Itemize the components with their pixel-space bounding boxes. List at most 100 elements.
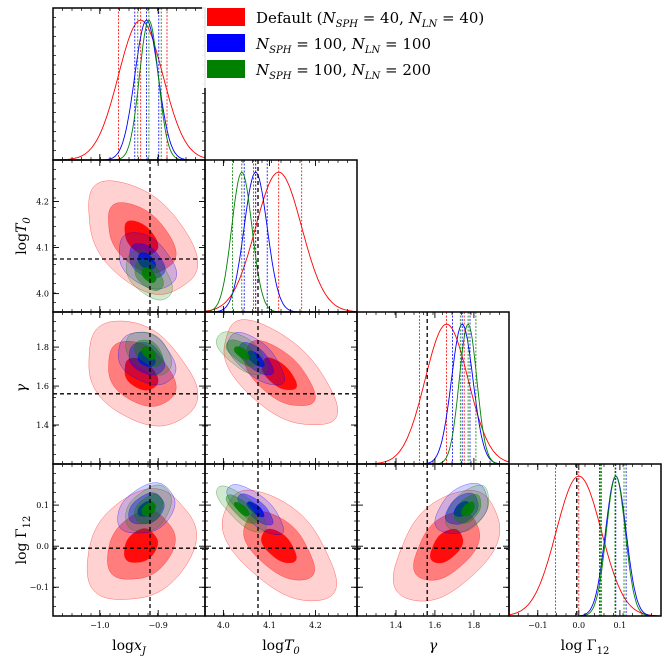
ytick-label-gamma: 1.6 (36, 382, 49, 391)
xtick-label-gamma: 1.6 (429, 621, 442, 630)
tick-layer: 4.0 4.1 4.2 1.4 1.6 1.8 −1.0 −0.9 −0.1 0.0 0.1 4.0 4… (30, 8, 652, 630)
label-text: log (262, 638, 284, 654)
legend-sym: N (351, 61, 366, 79)
legend-sym: N (351, 35, 366, 53)
ylabel-logT0: logT0 (14, 217, 33, 255)
contour-N_SPH=100, N_LN=200-level-3 (460, 501, 475, 517)
marginal-curve-Default (205, 171, 357, 312)
legend-val: = 100 (291, 35, 342, 53)
legend-box (202, 4, 506, 88)
contour-panel-logxJ-gamma (88, 320, 199, 427)
legend-swatch-N_SPH=100, N_LN=100 (207, 34, 245, 52)
contour-N_SPH=100, N_LN=200-level-3 (233, 346, 250, 360)
legend-sym: N (408, 9, 423, 27)
marginal-panel-logxJ (53, 8, 205, 160)
xtick-label-logT0: 4.2 (309, 621, 322, 630)
ytick-label-logT0: 4.1 (36, 244, 49, 253)
contour-Default-level-3 (430, 528, 464, 564)
marginal-curve-N_SPH=100, N_LN=100 (205, 171, 357, 312)
xtick-label-gamma: 1.8 (468, 621, 481, 630)
legend-val: = 40 (358, 9, 399, 27)
label-text: log (112, 638, 134, 654)
marginal-curve-N_SPH=100, N_LN=200 (205, 171, 357, 312)
panel-frame-2-2 (356, 311, 510, 465)
contour-N_SPH=100, N_LN=200-level-3 (141, 346, 157, 360)
marginal-curve-Default (53, 19, 205, 160)
legend-sep: , (342, 61, 352, 79)
marginal-curve-N_SPH=100, N_LN=200 (53, 19, 205, 160)
ytick-label-gamma: 1.4 (36, 421, 49, 430)
legend-sub: SPH (269, 71, 292, 82)
ylabel-gamma: γ (14, 383, 30, 392)
xlabel-logT0: logT0 (262, 638, 300, 657)
label-subscript: 12 (22, 516, 33, 529)
contour-panel-logT0-gamma (216, 319, 339, 425)
contour-panel-logxJ-logGamma12 (86, 482, 197, 600)
legend: Default (NSPH = 40, NLN = 40)NSPH = 100,… (202, 4, 506, 88)
label-text: log Γ (561, 638, 597, 654)
label-subscript: 12 (597, 646, 610, 657)
xlabel-gamma: γ (429, 638, 438, 654)
panel-frame-1-1 (204, 159, 358, 313)
label-symbol: T (284, 638, 295, 654)
marginal-curve-N_SPH=100, N_LN=100 (509, 475, 661, 616)
xtick-label-logGamma12: −0.1 (528, 621, 547, 630)
legend-val: = 100 (380, 35, 431, 53)
legend-label-N_SPH=100, N_LN=100: NSPH = 100, NLN = 100 (255, 35, 431, 56)
ytick-label-logGamma12: −0.1 (30, 583, 49, 592)
label-symbol: T (14, 222, 30, 233)
panel-frame-3-3 (508, 463, 662, 617)
xtick-label-logT0: 4.1 (263, 621, 276, 630)
label-subscript: J (140, 646, 147, 657)
label-symbol: γ (14, 383, 30, 392)
marginal-curve-Default (509, 475, 661, 616)
xtick-label-logGamma12: 0.1 (614, 621, 627, 630)
contour-panel-gamma-logGamma12 (392, 482, 501, 602)
truth-layer (53, 160, 578, 616)
ytick-label-logGamma12: 0.1 (36, 501, 49, 510)
legend-sep: , (342, 35, 352, 53)
marginal-curve-N_SPH=100, N_LN=200 (509, 475, 661, 616)
legend-sep: , (399, 9, 409, 27)
ytick-label-gamma: 1.8 (36, 343, 49, 352)
xtick-label-gamma: 1.4 (390, 621, 403, 630)
xtick-label-logGamma12: 0.0 (572, 621, 585, 630)
xtick-label-logT0: 4.0 (217, 621, 230, 630)
legend-sub: SPH (269, 45, 292, 56)
contour-N_SPH=100, N_LN=200-level-3 (233, 501, 250, 517)
contour-Default-level-3 (261, 528, 297, 564)
legend-sub: LN (364, 71, 382, 82)
xlabel-logxJ: logxJ (112, 638, 147, 657)
ylabel-logGamma12: log Γ12 (14, 516, 33, 565)
legend-sym: N (322, 9, 337, 27)
label-text: log Γ (14, 528, 30, 564)
legend-swatch-N_SPH=100, N_LN=200 (207, 60, 245, 78)
marginal-curve-N_SPH=100, N_LN=100 (357, 323, 509, 464)
xlabel-logGamma12: log Γ12 (561, 638, 610, 657)
contour-N_SPH=100, N_LN=200-level-3 (141, 501, 157, 517)
legend-label-Default: Default (NSPH = 40, NLN = 40) (256, 9, 484, 30)
xtick-label-logxJ: −1.0 (90, 621, 109, 630)
legend-val: = 100 (291, 61, 342, 79)
contour-N_SPH=100, N_LN=200-level-3 (141, 267, 157, 284)
legend-sym: N (255, 61, 270, 79)
label-subscript: 0 (293, 646, 300, 657)
legend-sym: N (255, 35, 270, 53)
legend-prefix: Default ( (256, 9, 323, 27)
legend-val: = 200 (380, 61, 431, 79)
marginal-curve-Default (357, 323, 509, 464)
ytick-label-logT0: 4.0 (36, 290, 49, 299)
legend-suffix: ) (478, 9, 484, 27)
ytick-label-logGamma12: 0.0 (36, 542, 49, 551)
ytick-label-logT0: 4.2 (36, 198, 49, 207)
marginal-panel-logGamma12 (509, 464, 661, 616)
legend-sub: SPH (336, 19, 359, 30)
contour-panel-logxJ-logT0 (88, 180, 199, 301)
label-subscript: 0 (22, 217, 33, 224)
marginal-curve-N_SPH=100, N_LN=200 (357, 323, 509, 464)
legend-swatch-Default (207, 8, 245, 26)
legend-label-N_SPH=100, N_LN=200: NSPH = 100, NLN = 200 (255, 61, 431, 82)
xtick-label-logxJ: −0.9 (148, 621, 167, 630)
